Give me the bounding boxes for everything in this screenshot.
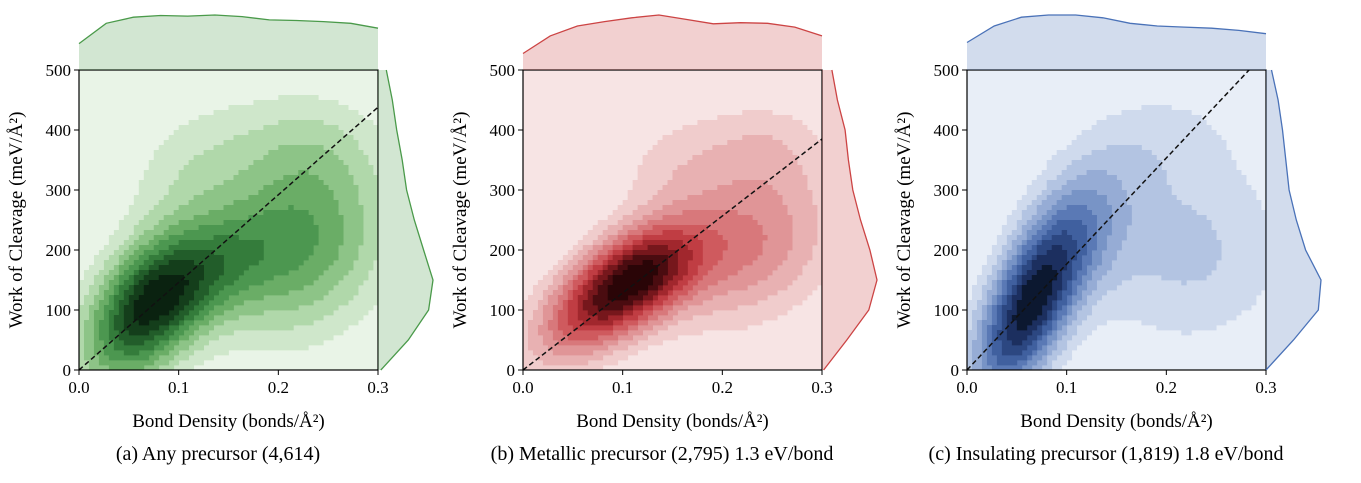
y-tick-label: 200 [490, 241, 516, 260]
x-tick-label: 0.1 [168, 378, 189, 397]
y-tick-label: 400 [490, 121, 516, 140]
y-tick-label: 100 [934, 301, 960, 320]
caption-a: (a) Any precursor (4,614) [115, 443, 321, 465]
fit-line [79, 106, 378, 370]
y-tick-label: 100 [490, 301, 516, 320]
y-tick-label: 0 [507, 361, 516, 380]
plot-frame [966, 69, 1267, 371]
plot-frame [522, 69, 823, 371]
x-tick-label: 0.2 [1156, 378, 1177, 397]
y-tick-label: 300 [934, 181, 960, 200]
marginal-x-fill [523, 15, 822, 70]
density-contours [79, 70, 378, 370]
caption-c: (c) Insulating precursor (1,819) 1.8 eV/… [928, 443, 1284, 465]
x-tick-label: 0.2 [712, 378, 733, 397]
panel-b: 0.0 0.1 0.2 0.3 0 100 200 300 400 500 Bond Density… [450, 14, 878, 432]
marginal-y-fill [822, 70, 877, 370]
y-tick-label: 500 [934, 61, 960, 80]
y-tick-label: 500 [490, 61, 516, 80]
y-tick-label: 400 [46, 121, 72, 140]
fit-line [523, 138, 822, 370]
x-tick-label: 0.3 [811, 378, 832, 397]
y-tick-label: 500 [46, 61, 72, 80]
x-tick-label: 0.0 [68, 378, 89, 397]
fit-line [967, 70, 1251, 370]
y-tick-label: 300 [46, 181, 72, 200]
marginal-y-line [1265, 69, 1322, 371]
panel-a: 0.0 0.1 0.2 0.3 0 100 200 300 400 500 Bond Density… [6, 14, 434, 432]
y-tick-label: 200 [46, 241, 72, 260]
marginal-y-fill [378, 70, 433, 370]
y-tick-label: 300 [490, 181, 516, 200]
y-axis-label: Work of Cleavage (meV/Å²) [450, 112, 471, 329]
y-axis-label: Work of Cleavage (meV/Å²) [6, 112, 27, 329]
y-tick-label: 0 [63, 361, 72, 380]
marginal-y-fill [1266, 70, 1321, 370]
density-contours [523, 70, 822, 370]
marginal-y-line [823, 69, 878, 371]
x-tick-label: 0.1 [612, 378, 633, 397]
x-tick-label: 0.1 [1056, 378, 1077, 397]
marginal-y-line [380, 69, 434, 371]
marginal-x-line [522, 14, 823, 55]
caption-b: (b) Metallic precursor (2,795) 1.3 eV/bo… [490, 443, 834, 465]
marginal-x-fill [79, 15, 378, 70]
x-axis-label: Bond Density (bonds/Å²) [132, 411, 325, 432]
panel-c: 0.0 0.1 0.2 0.3 0 100 200 300 400 500 Bond Density… [894, 14, 1322, 432]
marginal-x-fill [967, 15, 1266, 70]
marginal-x-line [78, 14, 379, 45]
y-tick-label: 200 [934, 241, 960, 260]
x-axis-label: Bond Density (bonds/Å²) [1020, 411, 1213, 432]
y-tick-label: 400 [934, 121, 960, 140]
y-tick-label: 100 [46, 301, 72, 320]
y-tick-label: 0 [951, 361, 960, 380]
density-level-10 [607, 260, 658, 301]
density-contours [967, 70, 1266, 370]
x-tick-label: 0.2 [268, 378, 289, 397]
x-tick-label: 0.0 [956, 378, 977, 397]
marginal-x-line [966, 14, 1267, 44]
y-axis-label: Work of Cleavage (meV/Å²) [894, 112, 915, 329]
x-tick-label: 0.3 [1255, 378, 1276, 397]
x-axis-label: Bond Density (bonds/Å²) [576, 411, 769, 432]
x-tick-label: 0.3 [367, 378, 388, 397]
density-level-9 [133, 275, 190, 326]
x-tick-label: 0.0 [512, 378, 533, 397]
plot-frame [78, 69, 379, 371]
